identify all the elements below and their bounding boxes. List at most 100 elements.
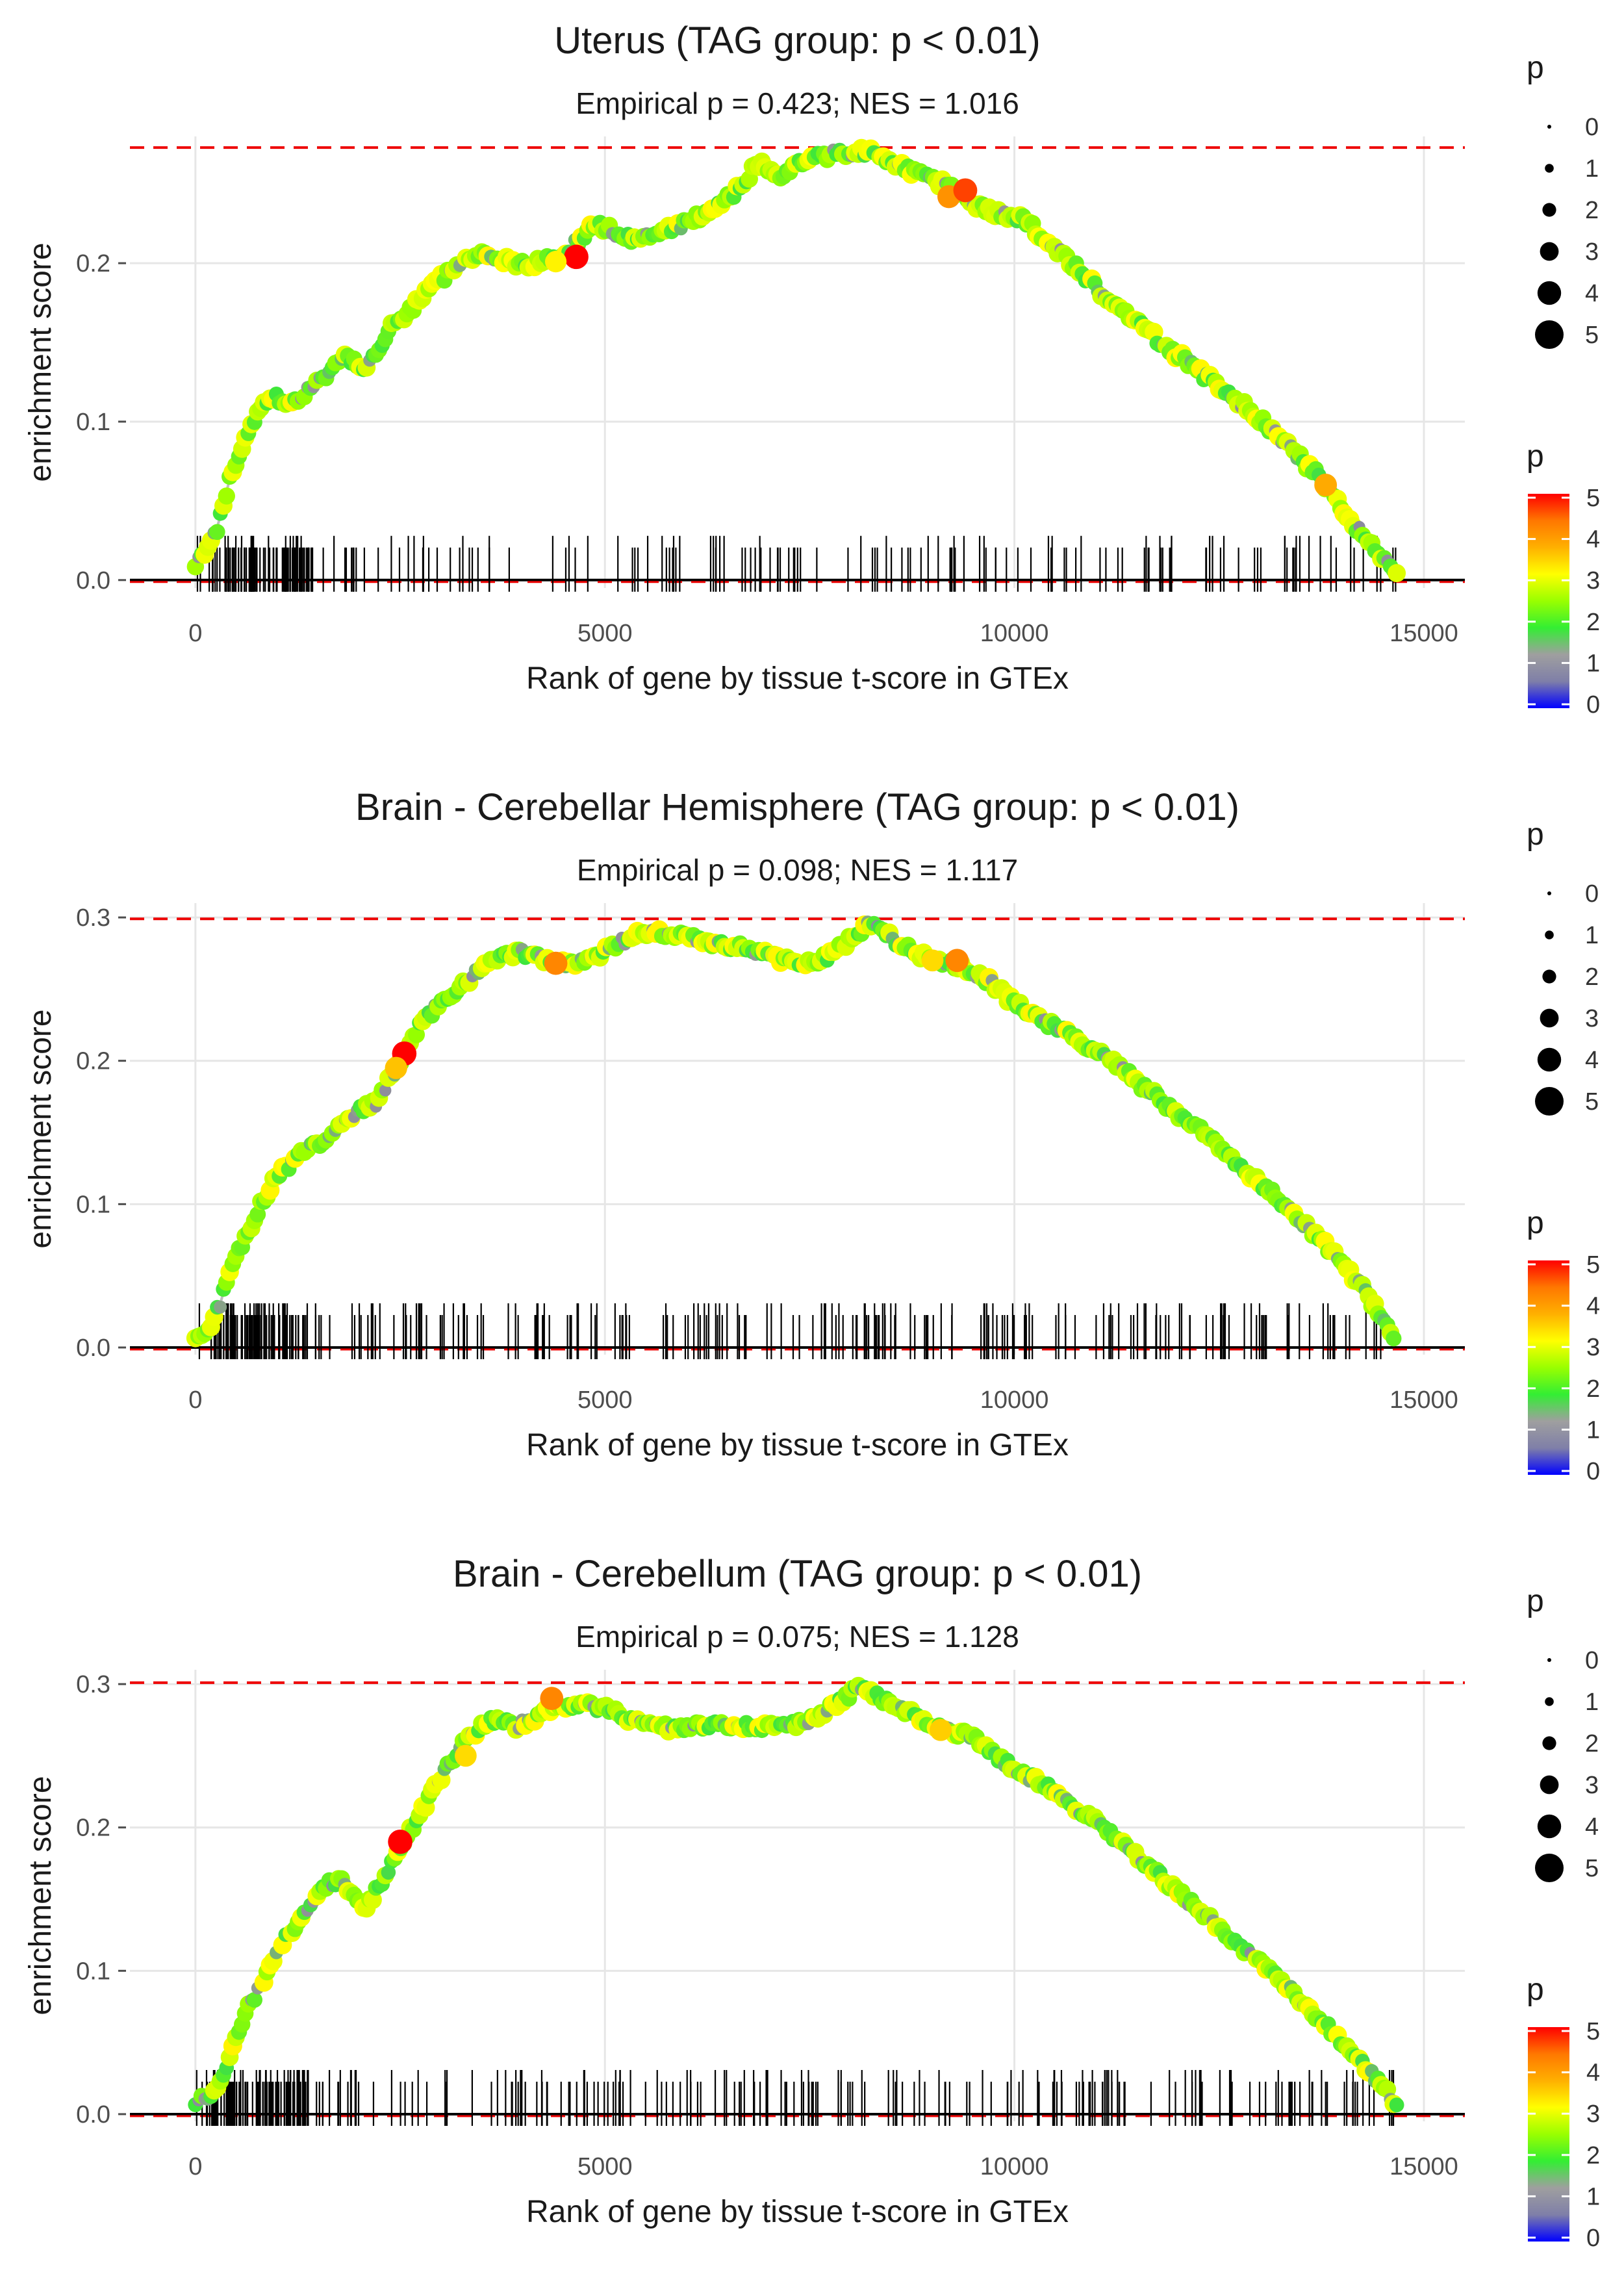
size-legend-dot [1545, 1697, 1554, 1706]
size-legend-label: 1 [1585, 155, 1599, 183]
size-legend-dot [1535, 1087, 1564, 1116]
colorbar [1528, 2027, 1569, 2242]
size-legend-title: p [1527, 51, 1544, 85]
y-axis-title: enrichment score [23, 242, 58, 481]
size-legend-dot [1545, 930, 1554, 939]
x-axis-title: Rank of gene by tissue t-score in GTEx [526, 2195, 1069, 2229]
y-tick-label: 0.0 [76, 2101, 110, 2128]
size-legend-dot [1537, 1814, 1562, 1839]
size-legend-label: 3 [1585, 1005, 1599, 1032]
x-tick-label: 15000 [1389, 2153, 1458, 2180]
y-tick-label: 0.0 [76, 1335, 110, 1362]
es-point [407, 1026, 425, 1043]
es-point-highlight [385, 1056, 407, 1079]
es-point [1386, 1330, 1402, 1347]
colorbar-label: 1 [1586, 2183, 1600, 2210]
colorbar-label: 5 [1586, 1251, 1600, 1279]
size-legend-label: 5 [1585, 1855, 1599, 1882]
x-tick-label: 5000 [577, 2153, 633, 2180]
panel-cerebellar-hemisphere: Brain - Cerebellar Hemisphere (TAG group… [23, 786, 1600, 1485]
size-legend-dot [1542, 1736, 1556, 1750]
es-curve [194, 151, 1401, 576]
color-legend: p 0 1 2 3 4 5 [1527, 1206, 1600, 1485]
size-legend-dot [1540, 242, 1559, 261]
es-point-highlight [545, 251, 567, 273]
size-legend-label: 0 [1585, 1647, 1599, 1674]
y-tick-label: 0.1 [76, 1958, 110, 1985]
es-point [381, 1865, 396, 1880]
x-tick-label: 5000 [577, 620, 633, 647]
x-tick-label: 15000 [1389, 1386, 1458, 1414]
size-legend-dot [1547, 125, 1551, 129]
size-legend-title: p [1527, 817, 1544, 852]
colorbar-label: 1 [1586, 650, 1600, 677]
rug-group [198, 1303, 1382, 1359]
size-legend-label: 2 [1585, 197, 1599, 224]
size-legend-dot [1540, 1775, 1559, 1795]
es-point [1389, 2097, 1404, 2113]
es-point [249, 1206, 266, 1223]
es-points [186, 915, 1402, 1348]
chart-subtitle: Empirical p = 0.075; NES = 1.128 [576, 1620, 1019, 1654]
size-legend-dot [1535, 320, 1564, 349]
size-legend-label: 3 [1585, 1772, 1599, 1799]
colorbar-label: 0 [1586, 691, 1600, 719]
y-tick-label: 0.2 [76, 1048, 110, 1075]
y-tick-label: 0.3 [76, 1671, 110, 1698]
size-legend-dot [1537, 281, 1562, 305]
es-point [379, 1084, 392, 1097]
size-legend-label: 5 [1585, 322, 1599, 349]
x-tick-label: 10000 [980, 620, 1049, 647]
colorbar-label: 1 [1586, 1416, 1600, 1444]
size-legend-dot [1542, 203, 1556, 217]
colorbar-label: 3 [1586, 1334, 1600, 1361]
rug-group [196, 2069, 1395, 2126]
size-legend-title: p [1527, 1584, 1544, 1618]
es-point-highlight [930, 1718, 952, 1741]
size-legend-label: 2 [1585, 1730, 1599, 1757]
colorbar [1528, 1260, 1569, 1475]
color-legend-title: p [1527, 1206, 1544, 1240]
color-legend-title: p [1527, 439, 1544, 474]
es-point [218, 487, 235, 505]
x-tick-label: 0 [188, 620, 202, 647]
es-point-highlight [1314, 474, 1338, 496]
es-point [246, 1992, 262, 2008]
size-legend-label: 0 [1585, 880, 1599, 908]
x-tick-label: 15000 [1389, 620, 1458, 647]
color-legend-title: p [1527, 1973, 1544, 2007]
colorbar-label: 5 [1586, 2018, 1600, 2045]
size-legend-dot [1547, 1658, 1551, 1662]
y-tick-label: 0.2 [76, 250, 110, 277]
chart-title: Brain - Cerebellar Hemisphere (TAG group… [355, 786, 1239, 828]
color-legend: p 0 1 2 3 4 5 [1527, 1973, 1600, 2252]
x-axis-title: Rank of gene by tissue t-score in GTEx [526, 1428, 1069, 1463]
rug-group [196, 535, 1397, 592]
size-legend-label: 3 [1585, 238, 1599, 266]
es-points [186, 138, 1406, 583]
colorbar-label: 2 [1586, 2142, 1600, 2169]
panel-cerebellum: Brain - Cerebellum (TAG group: p < 0.01)… [23, 1553, 1600, 2252]
es-point-highlight [564, 244, 589, 270]
size-legend: p 0 1 2 3 4 5 [1527, 817, 1599, 1116]
chart-subtitle: Empirical p = 0.098; NES = 1.117 [577, 853, 1018, 887]
size-legend-label: 1 [1585, 1689, 1599, 1716]
chart-title: Brain - Cerebellum (TAG group: p < 0.01) [453, 1553, 1142, 1595]
colorbar-label: 4 [1586, 2060, 1600, 2087]
es-point-highlight [953, 178, 978, 203]
size-legend-dot [1547, 891, 1551, 895]
panel-uterus: Uterus (TAG group: p < 0.01) Empirical p … [23, 19, 1600, 719]
colorbar-label: 4 [1586, 1293, 1600, 1320]
es-point [1388, 564, 1406, 583]
x-tick-label: 10000 [980, 1386, 1049, 1414]
size-legend: p 0 1 2 3 4 5 [1527, 51, 1599, 349]
x-tick-label: 0 [188, 2153, 202, 2180]
es-points [188, 1676, 1404, 2114]
size-legend-label: 1 [1585, 922, 1599, 949]
y-tick-label: 0.1 [76, 409, 110, 436]
colorbar-label: 3 [1586, 2101, 1600, 2128]
colorbar-label: 4 [1586, 526, 1600, 554]
es-point-highlight [455, 1744, 477, 1767]
size-legend-dot [1537, 1047, 1562, 1072]
